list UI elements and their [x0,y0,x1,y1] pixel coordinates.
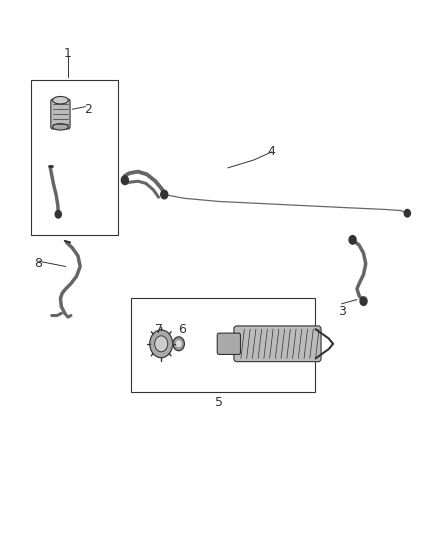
Circle shape [173,337,184,351]
Text: 6: 6 [178,323,186,336]
Text: 7: 7 [155,323,162,336]
Circle shape [349,236,356,244]
Circle shape [360,297,367,305]
FancyBboxPatch shape [51,99,70,129]
Circle shape [161,190,168,199]
Bar [31,80,118,235]
Circle shape [176,341,181,347]
Circle shape [121,176,128,184]
Circle shape [155,336,168,352]
FancyBboxPatch shape [234,326,321,362]
Ellipse shape [53,124,68,130]
Circle shape [55,211,61,218]
Text: 2: 2 [84,103,92,116]
Ellipse shape [53,96,68,104]
Text: 4: 4 [268,146,276,158]
FancyBboxPatch shape [217,333,240,354]
Text: 5: 5 [215,396,223,409]
Circle shape [150,330,173,358]
Bar [131,298,315,392]
Circle shape [404,209,410,217]
Text: 8: 8 [35,257,42,270]
Text: 1: 1 [64,47,72,60]
Text: 3: 3 [338,305,346,318]
